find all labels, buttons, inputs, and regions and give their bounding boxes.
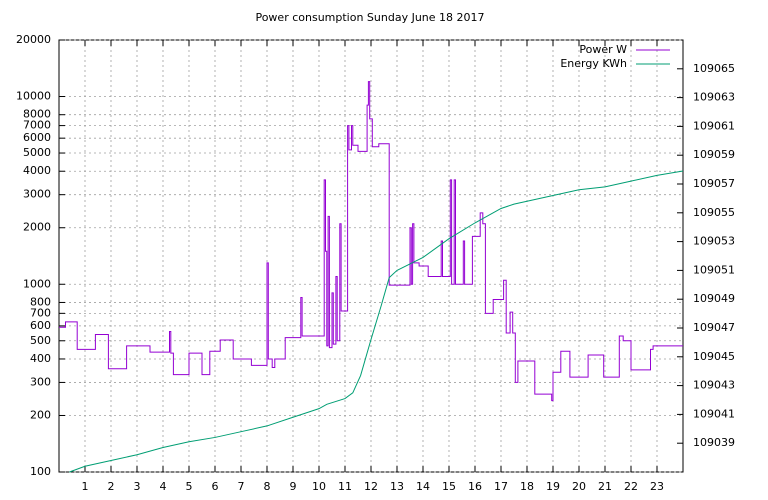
y2-tick-label: 109065 <box>693 62 735 75</box>
y2-tick-label: 109039 <box>693 436 735 449</box>
y2-tick-label: 109051 <box>693 263 735 276</box>
legend-label: Power W <box>579 43 627 56</box>
y-tick-label: 2000 <box>23 221 51 234</box>
x-tick-label: 22 <box>624 480 638 493</box>
x-tick-label: 14 <box>416 480 430 493</box>
x-tick-label: 20 <box>572 480 586 493</box>
x-tick-label: 18 <box>520 480 534 493</box>
y2-tick-label: 109041 <box>693 407 735 420</box>
y2-tick-label: 109061 <box>693 119 735 132</box>
legend-label: Energy KWh <box>560 57 627 70</box>
y-tick-label: 600 <box>30 319 51 332</box>
y-tick-label: 5000 <box>23 146 51 159</box>
series-line <box>59 81 683 402</box>
y-tick-label: 8000 <box>23 108 51 121</box>
y-tick-label: 6000 <box>23 131 51 144</box>
x-tick-label: 4 <box>160 480 167 493</box>
y2-tick-label: 109043 <box>693 379 735 392</box>
y-tick-label: 4000 <box>23 164 51 177</box>
x-tick-label: 6 <box>212 480 219 493</box>
y-tick-label: 500 <box>30 334 51 347</box>
x-tick-label: 19 <box>546 480 560 493</box>
x-tick-label: 16 <box>468 480 482 493</box>
y-tick-label: 300 <box>30 375 51 388</box>
x-tick-label: 7 <box>238 480 245 493</box>
y-tick-label: 400 <box>30 352 51 365</box>
y-tick-label: 7000 <box>23 119 51 132</box>
y-tick-label: 10000 <box>16 90 51 103</box>
x-tick-label: 8 <box>264 480 271 493</box>
x-tick-label: 21 <box>598 480 612 493</box>
chart-title: Power consumption Sunday June 18 2017 <box>255 11 484 24</box>
x-tick-label: 12 <box>364 480 378 493</box>
x-tick-label: 17 <box>494 480 508 493</box>
y-tick-label: 200 <box>30 408 51 421</box>
y-tick-label: 100 <box>30 465 51 478</box>
x-tick-label: 2 <box>108 480 115 493</box>
series-line <box>69 170 684 473</box>
x-tick-label: 11 <box>338 480 352 493</box>
y2-tick-label: 109055 <box>693 206 735 219</box>
y-tick-label: 3000 <box>23 188 51 201</box>
y-tick-label: 800 <box>30 295 51 308</box>
y2-tick-label: 109047 <box>693 321 735 334</box>
y2-tick-label: 109053 <box>693 235 735 248</box>
y-tick-label: 1000 <box>23 277 51 290</box>
y2-tick-label: 109045 <box>693 350 735 363</box>
y2-tick-label: 109049 <box>693 292 735 305</box>
y2-tick-label: 109057 <box>693 177 735 190</box>
x-tick-label: 1 <box>82 480 89 493</box>
y2-tick-label: 109059 <box>693 148 735 161</box>
x-tick-label: 3 <box>134 480 141 493</box>
y2-tick-label: 109063 <box>693 91 735 104</box>
x-tick-label: 9 <box>290 480 297 493</box>
x-tick-label: 13 <box>390 480 404 493</box>
x-tick-label: 15 <box>442 480 456 493</box>
y-tick-label: 20000 <box>16 33 51 46</box>
y-tick-label: 700 <box>30 306 51 319</box>
x-tick-label: 5 <box>186 480 193 493</box>
x-tick-label: 23 <box>650 480 664 493</box>
x-tick-label: 10 <box>312 480 326 493</box>
